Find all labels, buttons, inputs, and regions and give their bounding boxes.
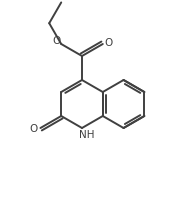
- Text: NH: NH: [79, 130, 95, 140]
- Text: O: O: [105, 38, 113, 48]
- Text: O: O: [29, 124, 38, 134]
- Text: O: O: [52, 36, 60, 46]
